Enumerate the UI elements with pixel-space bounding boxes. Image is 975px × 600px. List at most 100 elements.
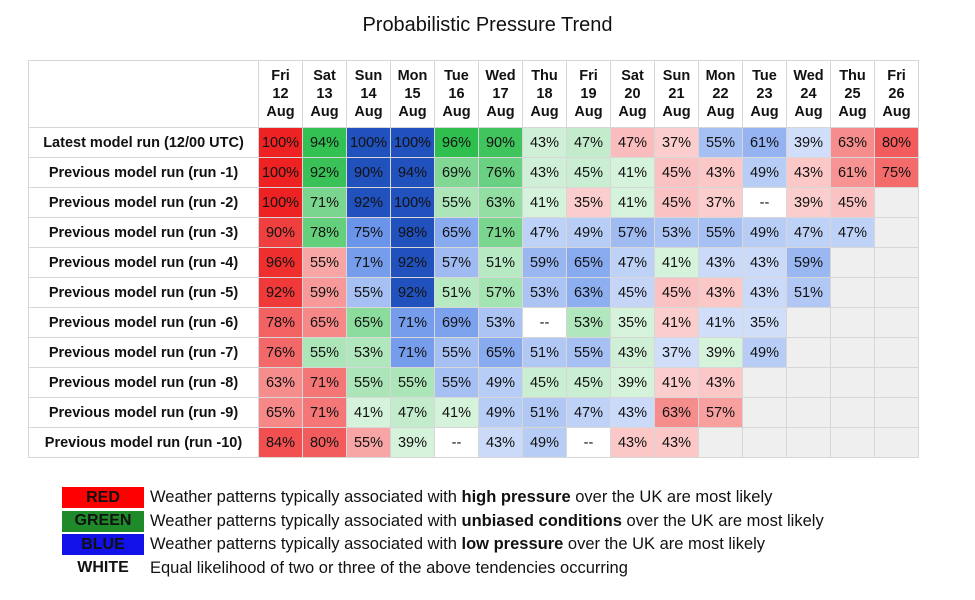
probability-cell: 55% bbox=[434, 187, 479, 218]
probability-cell: 45% bbox=[610, 277, 655, 308]
probability-cell: 57% bbox=[698, 397, 743, 428]
probability-cell: 37% bbox=[654, 337, 699, 368]
date-header-6: Thu 18 Aug bbox=[522, 60, 567, 128]
date-header-day: Sat bbox=[621, 68, 644, 84]
probability-cell: 55% bbox=[434, 337, 479, 368]
probability-cell bbox=[874, 217, 919, 248]
date-header-date: 13 bbox=[316, 86, 333, 102]
probability-cell: 35% bbox=[610, 307, 655, 338]
probability-cell: 100% bbox=[258, 157, 303, 188]
probability-cell: 96% bbox=[258, 247, 303, 278]
row-label: Previous model run (run -10) bbox=[28, 427, 259, 458]
date-header-month: Aug bbox=[838, 104, 867, 120]
probability-cell: 71% bbox=[346, 247, 391, 278]
model-run-row: Previous model run (run -5) 92% 59% 55% 92% 5… bbox=[28, 277, 919, 308]
legend-text-post: over the UK are most likely bbox=[621, 511, 824, 530]
date-header-month: Aug bbox=[354, 104, 383, 120]
date-header-day: Sun bbox=[662, 68, 691, 84]
row-label: Previous model run (run -1) bbox=[28, 157, 259, 188]
probability-cell: 61% bbox=[742, 127, 787, 158]
probability-cell: 49% bbox=[566, 217, 611, 248]
probability-cell: 39% bbox=[610, 367, 655, 398]
probability-cell: 59% bbox=[522, 247, 567, 278]
probability-cell: -- bbox=[434, 427, 479, 458]
probability-cell: 55% bbox=[390, 367, 435, 398]
probability-cell: 57% bbox=[610, 217, 655, 248]
probability-cell: 65% bbox=[346, 307, 391, 338]
probability-cell: 90% bbox=[258, 217, 303, 248]
legend-text-pre: Weather patterns typically associated wi… bbox=[150, 535, 462, 554]
probability-cell: 71% bbox=[302, 397, 347, 428]
probability-cell bbox=[786, 367, 831, 398]
probability-cell: 55% bbox=[346, 427, 391, 458]
probability-cell: 37% bbox=[654, 127, 699, 158]
probability-cell: 55% bbox=[698, 217, 743, 248]
probability-cell: 57% bbox=[478, 277, 523, 308]
date-header-day: Wed bbox=[485, 68, 516, 84]
date-header-day: Fri bbox=[579, 68, 598, 84]
probability-cell: 69% bbox=[434, 307, 479, 338]
legend-text: Weather patterns typically associated wi… bbox=[150, 535, 765, 554]
date-header-date: 26 bbox=[888, 86, 905, 102]
probability-cell: 37% bbox=[698, 187, 743, 218]
legend-swatch: BLUE bbox=[62, 534, 144, 556]
date-header-2: Sun 14 Aug bbox=[346, 60, 391, 128]
date-header-day: Sat bbox=[313, 68, 336, 84]
probability-cell: 41% bbox=[522, 187, 567, 218]
probability-cell: 43% bbox=[610, 337, 655, 368]
date-header-date: 18 bbox=[536, 86, 553, 102]
probability-table: Fri 12 Aug Sat 13 Aug Sun 14 Aug Mon 15 Aug Tue 16 Aug… bbox=[28, 60, 919, 458]
probability-cell bbox=[830, 427, 875, 458]
probability-cell bbox=[874, 277, 919, 308]
date-header-day: Thu bbox=[531, 68, 558, 84]
row-label: Previous model run (run -3) bbox=[28, 217, 259, 248]
probability-cell: 65% bbox=[478, 337, 523, 368]
probability-cell: 71% bbox=[302, 367, 347, 398]
probability-cell bbox=[786, 337, 831, 368]
probability-cell bbox=[742, 427, 787, 458]
date-header-month: Aug bbox=[750, 104, 779, 120]
model-run-row: Previous model run (run -4) 96% 55% 71% 92% 5… bbox=[28, 247, 919, 278]
probability-cell: 51% bbox=[522, 337, 567, 368]
probability-cell: 43% bbox=[742, 277, 787, 308]
probability-cell bbox=[830, 277, 875, 308]
table-body: Latest model run (12/00 UTC) 100% 94% 100% 1… bbox=[28, 127, 919, 458]
probability-cell: 92% bbox=[390, 277, 435, 308]
legend-text: Weather patterns typically associated wi… bbox=[150, 512, 824, 531]
model-run-row: Previous model run (run -8) 63% 71% 55% 55% 5… bbox=[28, 367, 919, 398]
date-header-10: Mon 22 Aug bbox=[698, 60, 743, 128]
probability-cell: 90% bbox=[478, 127, 523, 158]
probability-cell: 94% bbox=[390, 157, 435, 188]
probability-cell: 53% bbox=[654, 217, 699, 248]
model-run-row: Previous model run (run -6) 78% 65% 65% 71% 6… bbox=[28, 307, 919, 338]
probability-cell bbox=[874, 187, 919, 218]
probability-cell bbox=[874, 397, 919, 428]
probability-cell bbox=[786, 427, 831, 458]
probability-cell: 57% bbox=[434, 247, 479, 278]
legend-row: WHITE Equal likelihood of two or three of… bbox=[62, 557, 824, 581]
probability-cell: 41% bbox=[610, 157, 655, 188]
date-header-month: Aug bbox=[794, 104, 823, 120]
legend-swatch: RED bbox=[62, 487, 144, 509]
date-header-month: Aug bbox=[530, 104, 559, 120]
probability-cell: 47% bbox=[786, 217, 831, 248]
probability-cell: 71% bbox=[302, 187, 347, 218]
probability-cell: 63% bbox=[654, 397, 699, 428]
probability-cell: 43% bbox=[786, 157, 831, 188]
probability-cell bbox=[830, 397, 875, 428]
probability-cell: 65% bbox=[302, 307, 347, 338]
date-header-7: Fri 19 Aug bbox=[566, 60, 611, 128]
probability-cell: 45% bbox=[654, 187, 699, 218]
probability-cell: 43% bbox=[522, 157, 567, 188]
probability-cell: 65% bbox=[258, 397, 303, 428]
model-run-row: Previous model run (run -2) 100% 71% 92% 100… bbox=[28, 187, 919, 218]
probability-cell bbox=[698, 427, 743, 458]
probability-cell: 71% bbox=[390, 337, 435, 368]
date-header-1: Sat 13 Aug bbox=[302, 60, 347, 128]
legend-swatch: WHITE bbox=[62, 557, 144, 579]
date-header-13: Thu 25 Aug bbox=[830, 60, 875, 128]
probability-cell: 76% bbox=[258, 337, 303, 368]
date-header-month: Aug bbox=[310, 104, 339, 120]
date-header-date: 25 bbox=[844, 86, 861, 102]
probability-cell: 35% bbox=[742, 307, 787, 338]
